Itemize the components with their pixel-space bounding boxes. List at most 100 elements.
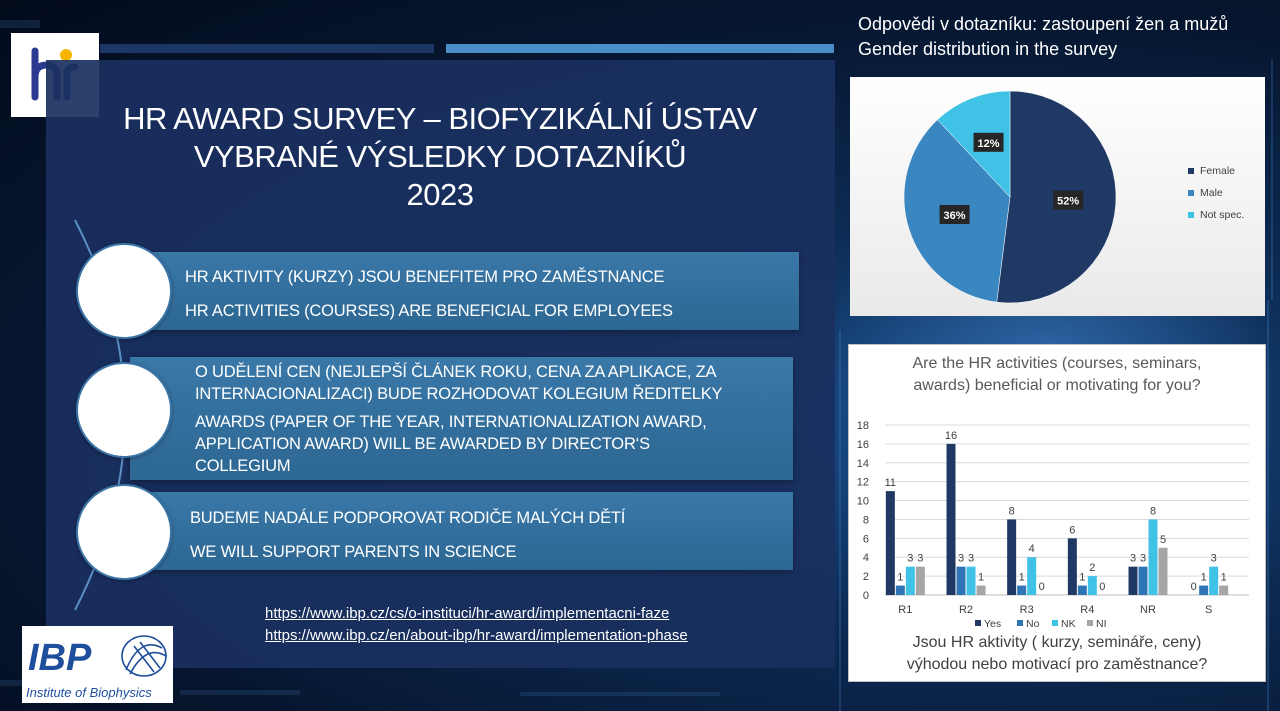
pie-heading-line-2: Gender distribution in the survey [858,39,1118,59]
bar-r4-nk [1087,576,1097,595]
bar-y-tick-label: 0 [863,590,869,602]
statement-2-en-line-3: COLLEGIUM [195,457,291,475]
bar-x-tick-label: NR [1140,604,1156,616]
statement-box-2 [130,357,793,480]
bar-r1-nk [905,566,915,595]
pie-legend-label: Female [1200,165,1235,177]
bar-data-label: 3 [958,553,964,565]
statement-box-1 [124,252,799,330]
bar-nr-nk [1148,519,1158,595]
bar-x-tick-label: S [1205,604,1212,616]
bar-nr-ni [1158,547,1168,595]
statement-2-en-line-2: APPLICATION AWARD) WILL BE AWARDED BY DI… [195,435,650,453]
bar-data-label: 3 [1211,553,1217,565]
bar-chart-title-line-2: awards) beneficial or motivating for you… [913,377,1201,394]
pie-chart-panel: 52% 36% 12% Female Male Not spec. [850,77,1265,316]
bar-data-label: 2 [1089,562,1095,574]
statement-2-en-line-1: AWARDS (PAPER OF THE YEAR, INTERNATIONAL… [195,413,707,431]
bullet-circle-2 [76,362,172,458]
bar-y-tick-label: 8 [863,514,869,526]
bar-data-label: 0 [1039,581,1045,593]
bar-x-tick-label: R1 [898,604,912,616]
bar-nr-yes [1128,566,1138,595]
header-accent-bar-dark [100,44,434,53]
bar-legend-label: NK [1061,618,1076,630]
bar-chart-title-line-1: Are the HR activities (courses, seminars… [912,355,1202,372]
pie-data-label-text: 36% [944,210,966,222]
pie-legend: Female Male Not spec. [1188,165,1244,221]
bar-chart-footer-line-1: Jsou HR aktivity ( kurzy, semináře, ceny… [912,634,1202,651]
bar-x-tick-label: R2 [959,604,973,616]
bar-nr-no [1138,566,1148,595]
bar-data-label: 0 [1191,581,1197,593]
ibp-logo: IBP Institute of Biophysics [22,626,173,703]
statement-1-cz-line-1: HR AKTIVITY (KURZY) JSOU BENEFITEM PRO Z… [185,268,665,286]
bar-y-tick-label: 16 [857,439,869,451]
pie-data-label: 52% [1053,190,1084,210]
link-implementation-en[interactable]: https://www.ibp.cz/en/about-ibp/hr-award… [265,627,688,644]
pie-legend-swatch [1188,190,1194,196]
link-implementation-cz[interactable]: https://www.ibp.cz/cs/o-instituci/hr-awa… [265,605,670,622]
title-line-1: HR AWARD SURVEY – BIOFYZIKÁLNÍ ÚSTAV [123,101,757,136]
slide-title: HR AWARD SURVEY – BIOFYZIKÁLNÍ ÚSTAV VYB… [60,100,820,214]
pie-legend-label: Not spec. [1200,209,1244,221]
bar-s-ni [1219,585,1229,595]
pie-data-label: 36% [939,205,970,225]
bar-chart-title: Are the HR activities (courses, seminars… [849,353,1265,397]
bar-data-label: 1 [1019,572,1025,584]
bar-data-label: 3 [1140,553,1146,565]
bar-data-label: 0 [1099,581,1105,593]
bar-data-label: 1 [978,572,984,584]
bar-x-tick-label: R3 [1020,604,1034,616]
bar-y-tick-label: 6 [863,533,869,545]
statement-2-cz-line-2: INTERNACIONALIZACI) BUDE ROZHODOVAT KOLE… [195,385,723,403]
bar-data-label: 1 [1201,572,1207,584]
bar-data-label: 16 [945,430,957,442]
bar-y-tick-label: 2 [863,571,869,583]
bar-y-tick-label: 4 [863,552,869,564]
bar-r3-nk [1027,557,1037,595]
bar-r2-yes [946,443,956,595]
pie-data-label: 12% [973,132,1004,152]
bar-legend-swatch [1017,620,1023,626]
statement-text-1: HR AKTIVITY (KURZY) JSOU BENEFITEM PRO Z… [185,266,673,322]
bar-legend-swatch [1087,620,1093,626]
pie-legend-label: Male [1200,187,1223,199]
bar-data-label: 5 [1160,534,1166,546]
bar-data-label: 3 [907,553,913,565]
bar-legend: Yes No NK NI [975,618,1107,630]
bar-x-tick-label: R4 [1080,604,1094,616]
pie-heading: Odpovědi v dotazníku: zastoupení žen a m… [858,12,1228,62]
bar-y-tick-label: 12 [857,477,869,489]
bar-r3-no [1017,585,1027,595]
bar-r1-ni [915,566,925,595]
pie-data-label-text: 52% [1057,196,1079,208]
bar-r1-no [895,585,905,595]
bar-legend-label: NI [1096,618,1107,630]
statement-1-en-line-1: HR ACTIVITIES (COURSES) ARE BENEFICIAL F… [185,302,673,320]
pie-data-label-box [939,205,970,225]
bar-chart-panel: Are the HR activities (courses, seminars… [848,344,1266,682]
bar-y-tick-label: 14 [857,458,869,470]
ibp-logo-text: IBP [28,637,92,679]
bar-data-label: 4 [1029,543,1035,555]
statement-3-cz-line-1: BUDEME NADÁLE PODPOROVAT RODIČE MALÝCH D… [190,509,626,527]
links-block: https://www.ibp.cz/cs/o-instituci/hr-awa… [265,603,688,647]
bar-r4-yes [1067,538,1077,595]
bar-r3-yes [1007,519,1017,595]
ibp-logo-subtitle: Institute of Biophysics [26,685,152,700]
title-line-3: 2023 [406,177,474,212]
statement-text-2: O UDĚLENÍ CEN (NEJLEPŠÍ ČLÁNEK ROKU, CEN… [195,361,723,477]
bar-data-label: 11 [885,477,896,489]
bar-data-label: 8 [1150,505,1156,517]
bar-legend-label: Yes [984,618,1001,630]
bar-chart-footer: Jsou HR aktivity ( kurzy, semináře, ceny… [849,632,1265,676]
statement-box-3 [124,492,793,570]
bar-data-label: 8 [1009,505,1015,517]
bar-chart-footer-line-2: výhodou nebo motivací pro zaměstnance? [906,656,1208,673]
bar-r4-no [1077,585,1087,595]
pie-heading-line-1: Odpovědi v dotazníku: zastoupení žen a m… [858,14,1229,34]
pie-legend-swatch [1188,212,1194,218]
bar-s-nk [1209,566,1219,595]
